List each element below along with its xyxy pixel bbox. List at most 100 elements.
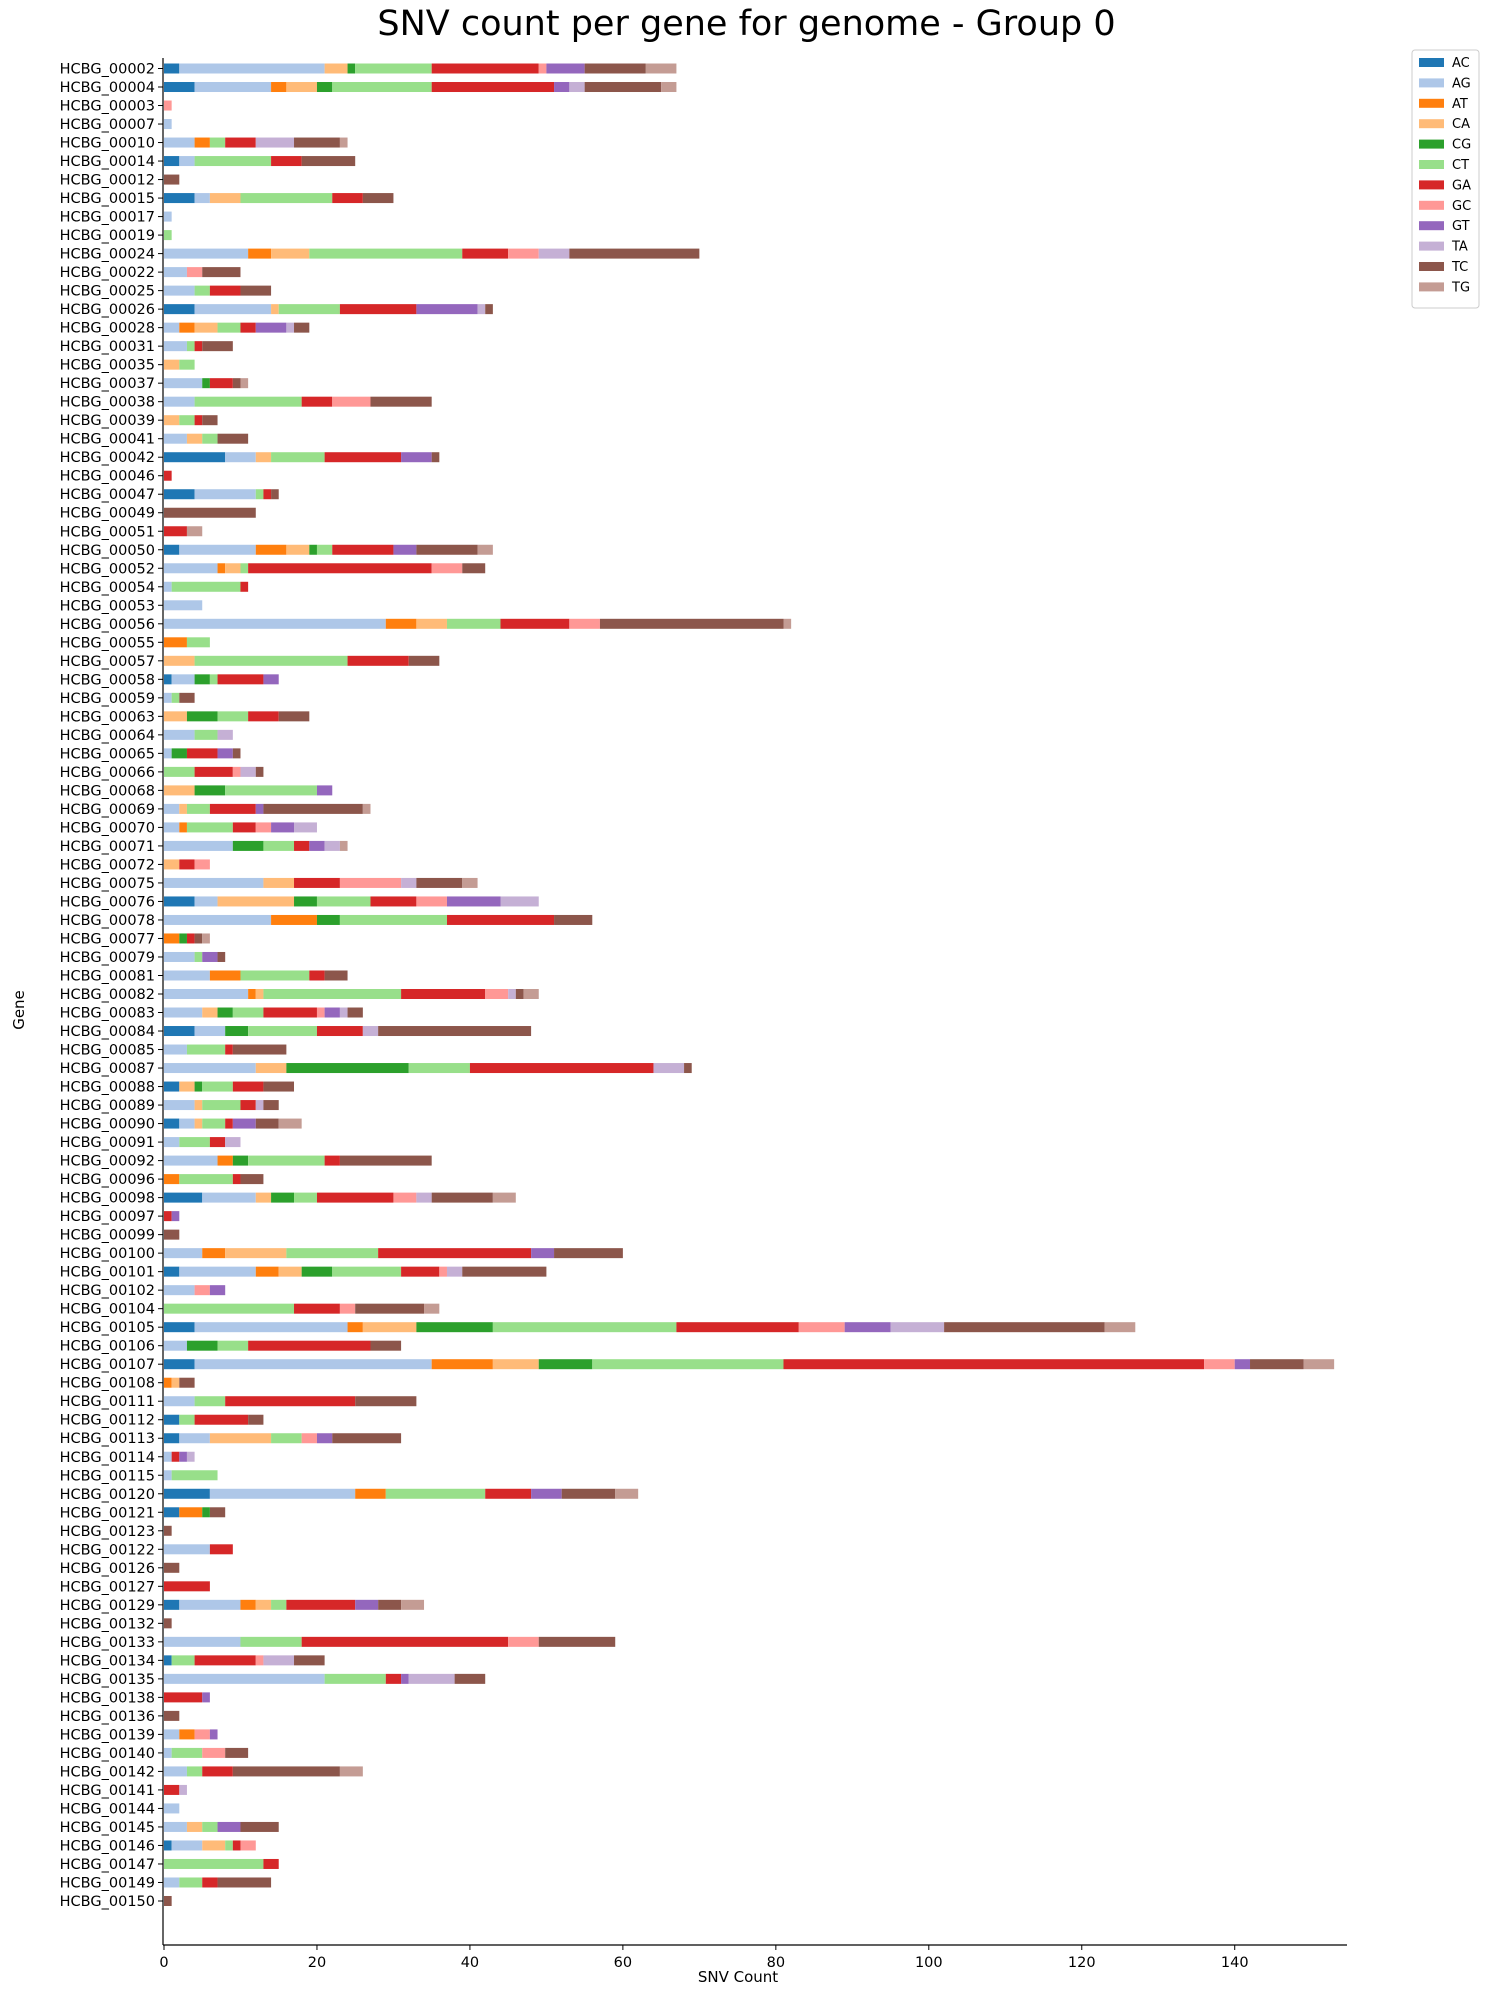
- bar-HCBG_00092-AT: [217, 1155, 233, 1166]
- bar-HCBG_00079-CT: [194, 951, 203, 962]
- bar-HCBG_00003-GC: [164, 100, 172, 111]
- y-tick-label: HCBG_00141: [60, 1783, 155, 1799]
- bar-HCBG_00108-CA: [171, 1377, 180, 1388]
- bar-HCBG_00146-CT: [225, 1840, 233, 1851]
- bar-HCBG_00046-GA: [164, 470, 172, 481]
- bar-HCBG_00051-GA: [164, 526, 187, 537]
- bars-layer: [164, 63, 1335, 1906]
- bar-HCBG_00120-AT: [355, 1488, 386, 1499]
- bar-HCBG_00081-TC: [324, 970, 348, 981]
- bar-HCBG_00028-GA: [240, 322, 256, 333]
- bar-HCBG_00056-TC: [599, 618, 784, 629]
- y-axis-label: Gene: [10, 990, 28, 1030]
- y-tick-label: HCBG_00049: [60, 506, 155, 522]
- y-tick-label: HCBG_00108: [60, 1376, 155, 1392]
- bar-HCBG_00002-CA: [324, 63, 348, 74]
- y-tick-label: HCBG_00076: [60, 894, 155, 910]
- bar-HCBG_00107-GC: [1204, 1359, 1235, 1370]
- y-tick-label: HCBG_00010: [60, 136, 155, 152]
- bar-HCBG_00010-CT: [209, 137, 226, 148]
- bar-HCBG_00002-CT: [355, 63, 432, 74]
- bar-HCBG_00122-AG: [164, 1544, 210, 1555]
- bar-HCBG_00084-TC: [378, 1026, 532, 1037]
- legend-swatch-GC: [1419, 200, 1444, 210]
- y-tick-label: HCBG_00025: [60, 284, 155, 300]
- bar-HCBG_00106-TC: [370, 1340, 402, 1351]
- bar-HCBG_00028-TA: [286, 322, 295, 333]
- bar-HCBG_00078-CG: [316, 914, 340, 925]
- legend-label-AC: AC: [1452, 56, 1470, 71]
- bar-HCBG_00133-TC: [538, 1636, 616, 1647]
- bar-HCBG_00107-AG: [194, 1359, 432, 1370]
- bar-HCBG_00097-GA: [164, 1211, 172, 1222]
- bar-HCBG_00002-TC: [584, 63, 646, 74]
- bar-HCBG_00100-GA: [378, 1248, 532, 1259]
- bar-HCBG_00010-TC: [294, 137, 340, 148]
- bar-HCBG_00133-AG: [164, 1636, 241, 1647]
- bar-HCBG_00105-CT: [492, 1322, 677, 1333]
- legend-label-CA: CA: [1452, 117, 1470, 132]
- bar-HCBG_00121-CG: [202, 1507, 210, 1518]
- bar-HCBG_00064-AG: [164, 729, 195, 740]
- bar-HCBG_00066-CT: [164, 766, 195, 777]
- bar-HCBG_00133-GC: [508, 1636, 539, 1647]
- y-tick-label: HCBG_00132: [60, 1616, 155, 1632]
- bar-HCBG_00026-TA: [477, 304, 486, 315]
- bar-HCBG_00037-CG: [202, 378, 210, 389]
- bar-HCBG_00145-GT: [217, 1821, 241, 1832]
- y-tick-label: HCBG_00052: [60, 561, 155, 577]
- bar-HCBG_00098-CG: [271, 1192, 295, 1203]
- bar-HCBG_00145-CA: [186, 1821, 203, 1832]
- bar-HCBG_00076-AC: [164, 896, 195, 907]
- bar-HCBG_00052-AG: [164, 563, 218, 574]
- bar-HCBG_00066-GA: [194, 766, 233, 777]
- bar-HCBG_00025-CT: [194, 285, 210, 296]
- bar-HCBG_00115-CT: [171, 1470, 218, 1481]
- bar-HCBG_00024-CT: [309, 248, 463, 259]
- bar-HCBG_00084-AC: [164, 1026, 195, 1037]
- bar-HCBG_00104-TG: [424, 1303, 440, 1314]
- bar-HCBG_00100-TC: [554, 1248, 623, 1259]
- bar-HCBG_00004-TA: [569, 82, 585, 93]
- y-tick-label: HCBG_00149: [60, 1875, 155, 1891]
- bar-HCBG_00098-TA: [416, 1192, 432, 1203]
- bar-HCBG_00101-AT: [255, 1266, 279, 1277]
- bar-HCBG_00083-GC: [316, 1007, 325, 1018]
- bar-HCBG_00082-AT: [248, 989, 256, 999]
- bar-HCBG_00063-CG: [186, 711, 218, 722]
- bar-HCBG_00100-CT: [286, 1248, 379, 1259]
- bar-HCBG_00078-TC: [554, 914, 593, 925]
- y-tick-label: HCBG_00091: [60, 1135, 155, 1151]
- bar-HCBG_00052-CA: [225, 563, 241, 574]
- legend-swatch-TA: [1419, 241, 1444, 251]
- bar-HCBG_00105-GA: [676, 1322, 799, 1333]
- y-tick-label: HCBG_00114: [60, 1450, 155, 1466]
- x-tick-label: 20: [308, 1955, 326, 1971]
- bar-HCBG_00090-TG: [278, 1118, 302, 1129]
- bar-HCBG_00024-TC: [569, 248, 700, 259]
- y-tick-label: HCBG_00064: [60, 728, 155, 744]
- bar-HCBG_00120-GT: [531, 1488, 562, 1499]
- bar-HCBG_00112-GA: [194, 1414, 249, 1425]
- bar-HCBG_00084-CG: [225, 1026, 249, 1037]
- bar-HCBG_00089-GA: [240, 1100, 256, 1111]
- bar-HCBG_00107-TG: [1303, 1359, 1335, 1370]
- bar-HCBG_00026-GA: [339, 304, 417, 315]
- bar-HCBG_00042-AC: [164, 452, 226, 463]
- bar-HCBG_00056-AG: [164, 618, 386, 629]
- bar-HCBG_00129-CA: [255, 1599, 272, 1610]
- bar-HCBG_00107-GT: [1234, 1359, 1251, 1370]
- bar-HCBG_00010-GA: [225, 137, 256, 148]
- y-tick-label: HCBG_00085: [60, 1043, 155, 1059]
- legend-swatch-AC: [1419, 58, 1444, 67]
- bar-HCBG_00089-CT: [202, 1100, 241, 1111]
- bar-HCBG_00010-TA: [255, 137, 295, 148]
- bar-HCBG_00047-CT: [255, 489, 264, 500]
- bar-HCBG_00107-AT: [431, 1359, 493, 1370]
- bar-HCBG_00071-TG: [339, 840, 348, 851]
- bar-HCBG_00002-AC: [164, 63, 180, 74]
- bar-HCBG_00149-TC: [217, 1877, 272, 1888]
- bar-HCBG_00083-GT: [324, 1007, 340, 1018]
- y-tick-label: HCBG_00142: [60, 1764, 155, 1780]
- legend-swatch-CA: [1419, 119, 1444, 129]
